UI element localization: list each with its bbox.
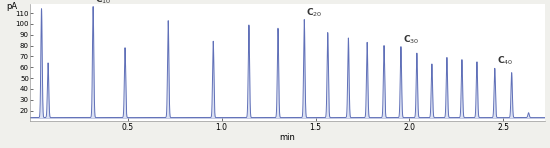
X-axis label: min: min (279, 133, 295, 142)
Text: $\mathbf{C}_{10}$: $\mathbf{C}_{10}$ (95, 0, 111, 5)
Text: $\mathbf{C}_{30}$: $\mathbf{C}_{30}$ (403, 33, 419, 46)
Text: $\mathbf{C}_{20}$: $\mathbf{C}_{20}$ (306, 6, 322, 18)
Text: $\mathbf{C}_{40}$: $\mathbf{C}_{40}$ (497, 55, 513, 67)
Y-axis label: pA: pA (7, 2, 18, 11)
